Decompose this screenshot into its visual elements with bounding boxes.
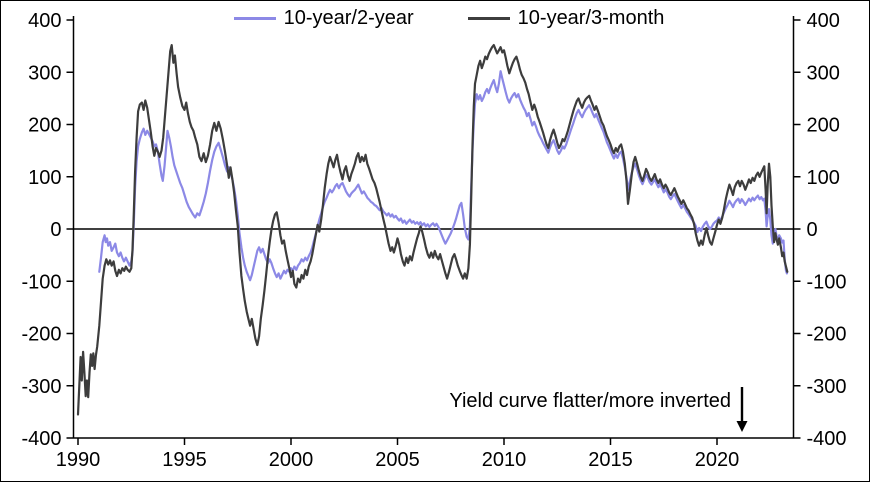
down-arrow-head (736, 421, 748, 432)
x-tick-label: 1995 (162, 449, 207, 471)
legend-line-sample-10-year-3-month (467, 17, 510, 20)
y-tick-label-right: -100 (807, 271, 847, 293)
legend: 10-year/2-year 10-year/3-month (15, 7, 869, 30)
y-tick-label-right: 100 (807, 167, 840, 189)
y-tick-label-left: -400 (21, 428, 61, 450)
x-tick-label: 1990 (56, 449, 101, 471)
series-line-10-year-3-month (76, 43, 789, 416)
y-tick-label-right: 400 (807, 10, 840, 32)
y-tick-label-left: 0 (50, 219, 61, 241)
x-tick-label: 2020 (695, 449, 740, 471)
x-tick-label: 2015 (588, 449, 633, 471)
x-tick-label: 2000 (269, 449, 314, 471)
down-arrow-icon (736, 387, 748, 432)
legend-item-10-year-2-year: 10-year/2-year (233, 7, 414, 30)
y-tick-label-right: -200 (807, 324, 847, 346)
annotation-text: Yield curve flatter/more inverted (449, 390, 731, 412)
y-tick-label-left: 300 (28, 62, 61, 84)
x-tick-label: 2005 (375, 449, 420, 471)
y-tick-label-left: 400 (28, 10, 61, 32)
y-tick-label-left: -300 (21, 376, 61, 398)
y-tick-label-left: -100 (21, 271, 61, 293)
y-tick-label-left: 200 (28, 115, 61, 137)
series-line-10-year-2-year (98, 70, 789, 282)
y-tick-label-right: -400 (807, 428, 847, 450)
y-tick-label-left: -200 (21, 324, 61, 346)
y-tick-label-right: 300 (807, 62, 840, 84)
annotation: Yield curve flatter/more inverted (449, 385, 750, 433)
x-tick-label: 2010 (482, 449, 527, 471)
legend-item-10-year-3-month: 10-year/3-month (467, 7, 665, 30)
y-tick-label-right: 200 (807, 115, 840, 137)
legend-line-sample-10-year-2-year (233, 17, 276, 20)
legend-label-10-year-2-year: 10-year/2-year (283, 7, 414, 29)
y-tick-label-left: 100 (28, 167, 61, 189)
y-tick-label-right: 0 (807, 219, 818, 241)
y-tick-label-right: -300 (807, 376, 847, 398)
legend-label-10-year-3-month: 10-year/3-month (517, 7, 665, 29)
